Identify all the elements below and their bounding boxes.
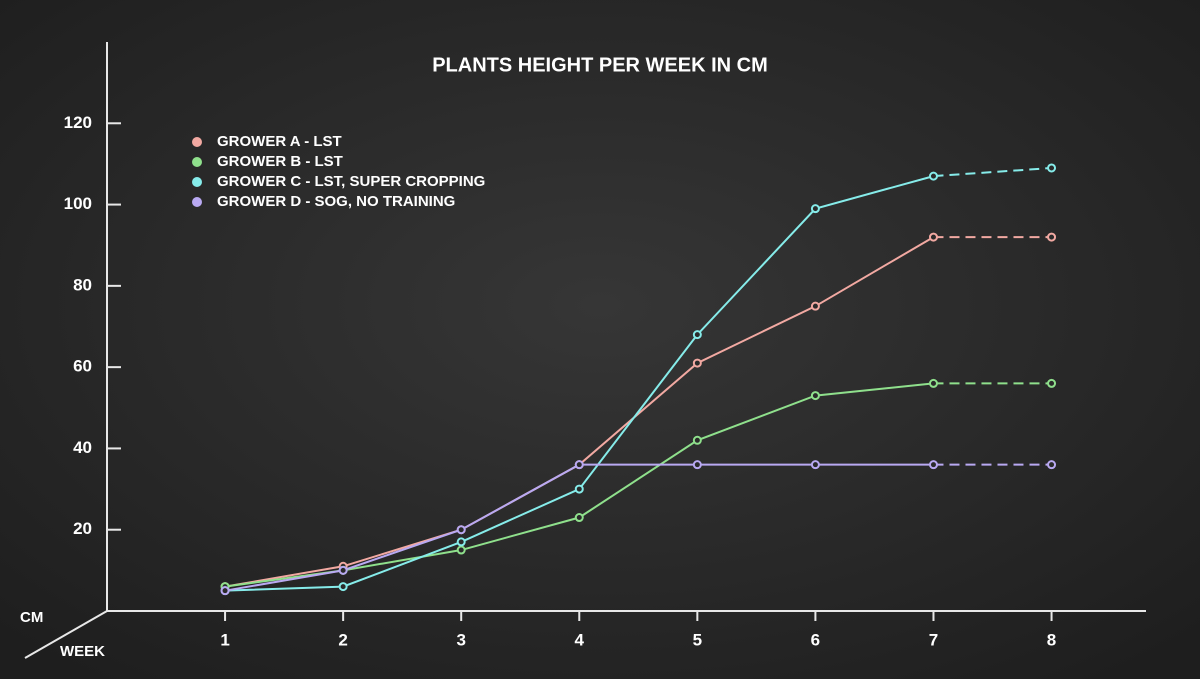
data-point — [928, 378, 938, 388]
y-tick-label: 20 — [73, 519, 92, 538]
data-point — [456, 537, 466, 547]
data-point — [810, 460, 820, 470]
data-point — [692, 358, 702, 368]
x-tick-label: 4 — [575, 630, 585, 649]
data-point — [456, 525, 466, 535]
x-tick-label: 1 — [220, 630, 229, 649]
legend-label: GROWER D - SOG, NO TRAINING — [217, 193, 455, 210]
series-line-dashed — [933, 166, 1052, 178]
x-tick-label: 6 — [811, 630, 820, 649]
y-tick-label: 80 — [73, 275, 92, 294]
legend-label: GROWER B - LST — [217, 153, 343, 170]
data-point — [810, 204, 820, 214]
x-axis-label: WEEK — [60, 643, 105, 660]
data-point — [928, 232, 938, 242]
x-tick-label: 2 — [338, 630, 347, 649]
x-tick-label: 8 — [1047, 630, 1056, 649]
y-tick-label: 60 — [73, 357, 92, 376]
data-point — [1047, 163, 1057, 173]
data-point — [338, 565, 348, 575]
data-point — [338, 582, 348, 592]
data-point — [456, 545, 466, 555]
data-point — [928, 460, 938, 470]
legend-marker — [192, 157, 202, 167]
legend-marker — [192, 137, 202, 147]
legend-marker — [192, 197, 202, 207]
legend-label: GROWER A - LST — [217, 133, 342, 150]
y-tick-label: 120 — [64, 113, 92, 132]
data-point — [692, 330, 702, 340]
data-point — [810, 301, 820, 311]
x-tick-label: 3 — [456, 630, 465, 649]
data-point — [574, 513, 584, 523]
data-point — [810, 391, 820, 401]
data-point — [928, 171, 938, 181]
x-tick-label: 5 — [693, 630, 702, 649]
legend-label: GROWER C - LST, SUPER CROPPING — [217, 173, 485, 190]
x-tick-label: 7 — [929, 630, 938, 649]
axis-corner — [24, 610, 108, 659]
chart-title: PLANTS HEIGHT PER WEEK IN CM — [432, 54, 768, 76]
data-point — [692, 460, 702, 470]
data-point — [692, 435, 702, 445]
legend-marker — [192, 177, 202, 187]
y-axis-label: CM — [20, 609, 43, 626]
data-point — [1047, 460, 1057, 470]
data-point — [1047, 232, 1057, 242]
data-point — [574, 484, 584, 494]
y-tick-label: 100 — [64, 194, 92, 213]
data-point — [1047, 378, 1057, 388]
data-point — [220, 586, 230, 596]
data-point — [574, 460, 584, 470]
y-tick-label: 40 — [73, 438, 92, 457]
